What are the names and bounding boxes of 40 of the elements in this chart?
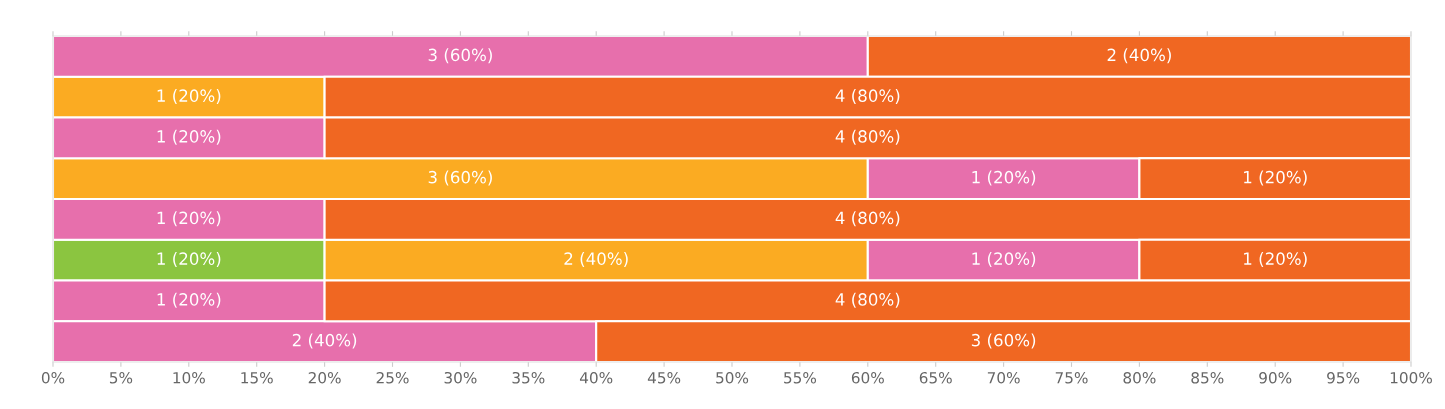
data-label: 1 (20%) (972, 252, 1036, 267)
x-tick-label: 15% (241, 371, 273, 384)
data-label: 4 (80%) (835, 292, 900, 308)
x-tick-label: 25% (376, 371, 409, 384)
x-tick-label: 60% (851, 371, 884, 384)
data-label: 1 (20%) (1244, 170, 1307, 186)
data-label: 3 (60%) (428, 170, 492, 186)
x-tick-label: 0% (41, 371, 65, 384)
data-label: 1 (20%) (972, 170, 1036, 186)
x-tick-label: 80% (1123, 371, 1156, 384)
x-tick-label: 35% (512, 371, 545, 384)
x-tick-label: 85% (1191, 371, 1224, 384)
data-label: 4 (80%) (835, 129, 900, 145)
data-label: 3 (60%) (971, 333, 1036, 349)
x-tick-label: 90% (1259, 371, 1292, 384)
x-tick-label: 55% (784, 371, 817, 384)
data-label: 2 (40%) (292, 333, 357, 349)
data-label: 1 (20%) (157, 211, 221, 227)
data-label: 1 (20%) (1244, 252, 1307, 267)
data-label: 4 (80%) (835, 89, 900, 104)
x-tick-label: 95% (1327, 371, 1360, 384)
x-tick-label: 20% (308, 371, 341, 384)
data-label: 1 (20%) (157, 129, 221, 145)
data-label: 2 (40%) (564, 252, 628, 267)
data-label: 1 (20%) (157, 292, 221, 308)
x-tick-label: 70% (987, 371, 1020, 384)
x-tick-label: 10% (173, 371, 205, 384)
data-label: 1 (20%) (157, 252, 221, 267)
x-tick-label: 50% (716, 371, 749, 384)
x-tick-label: 40% (579, 371, 613, 384)
data-label: 1 (20%) (157, 89, 221, 104)
x-tick-label: 5% (109, 371, 133, 384)
data-label: 4 (80%) (835, 211, 900, 227)
data-label: 3 (60%) (428, 48, 492, 64)
x-tick-label: 45% (647, 371, 681, 384)
x-tick-label: 65% (919, 371, 952, 384)
x-tick-label: 30% (444, 371, 477, 384)
x-tick-label: 100% (1390, 371, 1432, 384)
data-label: 2 (40%) (1107, 48, 1171, 64)
x-tick-label: 75% (1055, 371, 1088, 384)
